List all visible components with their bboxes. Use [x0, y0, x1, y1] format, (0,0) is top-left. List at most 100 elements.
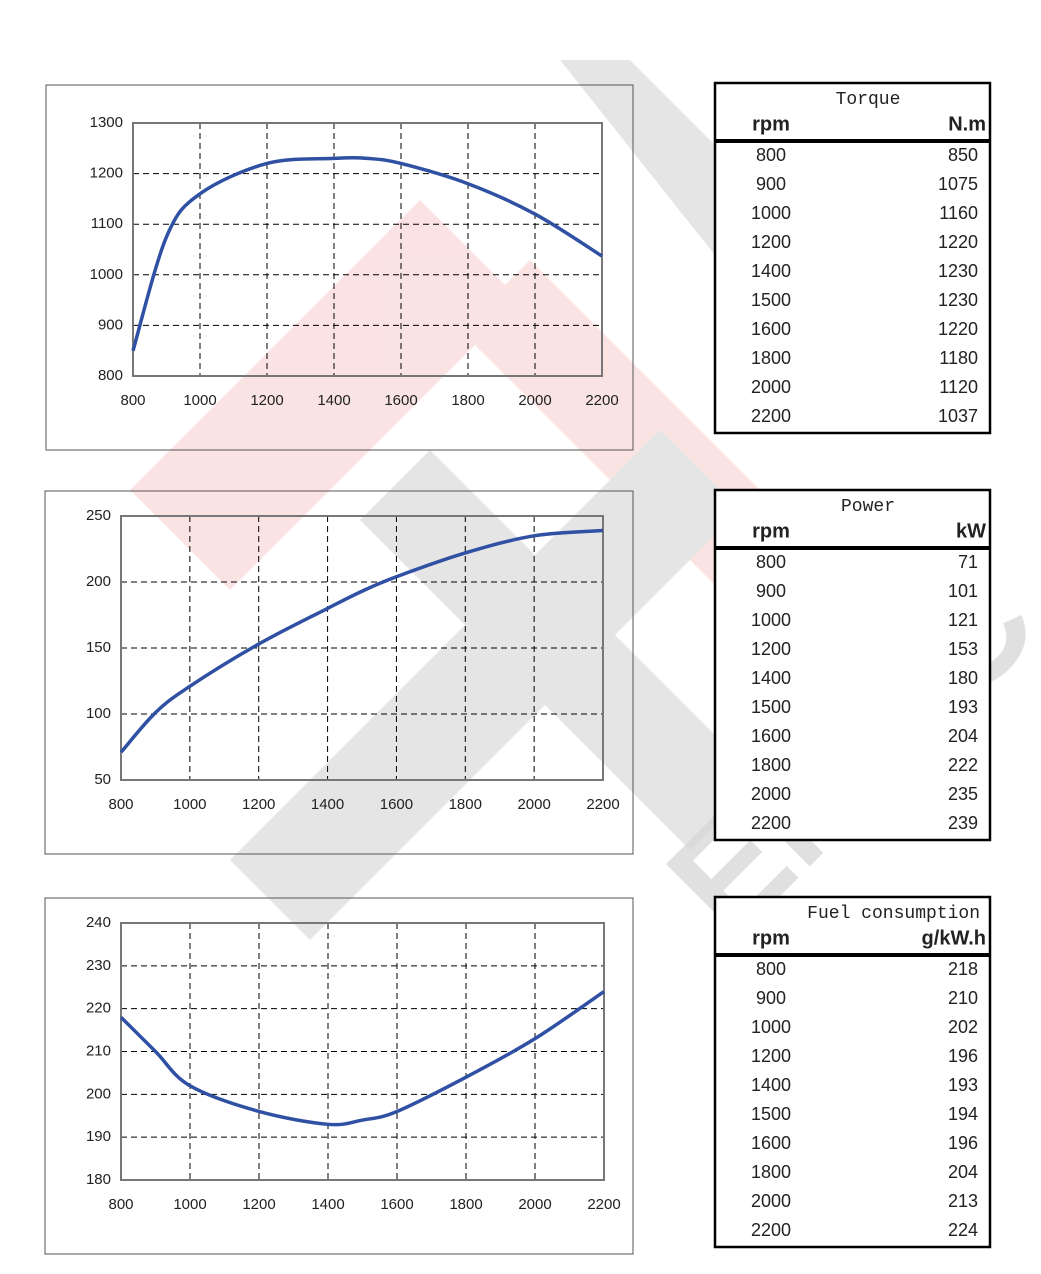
- table-title: Torque: [836, 90, 901, 110]
- table-cell: 235: [948, 784, 978, 804]
- x-tick-label: 1200: [250, 392, 283, 409]
- table-cell: 2000: [751, 784, 791, 804]
- x-tick-label: 800: [108, 796, 133, 813]
- table-cell: 218: [948, 959, 978, 979]
- x-tick-label: 800: [120, 392, 145, 409]
- y-tick-label: 100: [86, 705, 111, 722]
- y-tick-label: 220: [86, 1000, 111, 1017]
- table-cell: 2200: [751, 813, 791, 833]
- table-cell: 239: [948, 813, 978, 833]
- chart-frame: [44, 897, 634, 1255]
- x-tick-label: 1200: [242, 1196, 275, 1213]
- table-cell: 1000: [751, 1017, 791, 1037]
- table-cell: 1200: [751, 639, 791, 659]
- table-cell: 2200: [751, 1220, 791, 1240]
- table-cell: 1120: [939, 377, 978, 397]
- table-cell: 1230: [938, 290, 978, 310]
- table-cell: 1500: [751, 290, 791, 310]
- table-cell: 1400: [751, 261, 791, 281]
- column-header: kW: [956, 520, 986, 542]
- x-tick-label: 800: [108, 1196, 133, 1213]
- y-tick-label: 900: [98, 316, 123, 333]
- watermark-shape: [360, 450, 760, 850]
- x-tick-label: 2000: [517, 796, 550, 813]
- table-cell: 196: [948, 1046, 978, 1066]
- y-tick-label: 250: [86, 507, 111, 524]
- table-cell: 210: [948, 988, 978, 1008]
- table-cell: 213: [948, 1191, 978, 1211]
- table-cell: 850: [948, 145, 978, 165]
- y-tick-label: 180: [86, 1171, 111, 1188]
- table-cell: 1075: [938, 174, 978, 194]
- column-header: g/kW.h: [922, 927, 986, 949]
- plot-area: [120, 922, 605, 1181]
- table-cell: 1600: [751, 1133, 791, 1153]
- table-cell: 1200: [751, 1046, 791, 1066]
- x-tick-label: 1000: [183, 392, 216, 409]
- y-tick-label: 230: [86, 957, 111, 974]
- table-cell: 1500: [751, 697, 791, 717]
- table-cell: 900: [756, 174, 786, 194]
- column-header: rpm: [752, 927, 790, 949]
- y-tick-label: 1000: [90, 266, 123, 283]
- table-title: Fuel consumption: [807, 904, 980, 924]
- chart-frame: [45, 84, 634, 451]
- table-cell: 202: [948, 1017, 978, 1037]
- table-title: Power: [841, 497, 895, 517]
- table-cell: 1000: [751, 610, 791, 630]
- x-tick-label: 1600: [380, 796, 413, 813]
- table-cell: 193: [948, 1075, 978, 1095]
- plot-area: [132, 122, 603, 377]
- table-cell: 2000: [751, 1191, 791, 1211]
- x-tick-label: 1800: [449, 1196, 482, 1213]
- table-cell: 204: [948, 726, 978, 746]
- table-cell: 2200: [751, 406, 791, 426]
- table-cell: 1160: [939, 203, 978, 223]
- table-cell: 1220: [938, 232, 978, 252]
- table-cell: 1600: [751, 726, 791, 746]
- column-header: rpm: [752, 520, 790, 542]
- table-cell: 71: [958, 552, 978, 572]
- x-tick-label: 2200: [587, 1196, 620, 1213]
- table-cell: 900: [756, 988, 786, 1008]
- table-cell: 1500: [751, 1104, 791, 1124]
- x-tick-label: 1000: [173, 1196, 206, 1213]
- table-cell: 1037: [938, 406, 978, 426]
- table-cell: 180: [948, 668, 978, 688]
- table-cell: 193: [948, 697, 978, 717]
- x-tick-label: 1000: [173, 796, 206, 813]
- x-tick-label: 2000: [518, 392, 551, 409]
- column-header: N.m: [948, 113, 986, 135]
- table-cell: 800: [756, 959, 786, 979]
- table-cell: 1220: [938, 319, 978, 339]
- plot-area: [120, 515, 604, 781]
- table-cell: 121: [948, 610, 978, 630]
- table-cell: 900: [756, 581, 786, 601]
- x-tick-label: 1800: [451, 392, 484, 409]
- curve: [119, 528, 604, 754]
- x-tick-label: 1600: [384, 392, 417, 409]
- table-cell: 196: [948, 1133, 978, 1153]
- table-cell: 1000: [751, 203, 791, 223]
- y-tick-label: 200: [86, 573, 111, 590]
- table-cell: 1180: [939, 348, 978, 368]
- column-header: rpm: [752, 113, 790, 135]
- y-tick-label: 50: [94, 771, 111, 788]
- table-cell: 1800: [751, 1162, 791, 1182]
- table-cell: 204: [948, 1162, 978, 1182]
- y-tick-label: 1300: [90, 114, 123, 131]
- y-tick-label: 240: [86, 914, 111, 931]
- table-cell: 2000: [751, 377, 791, 397]
- table-cell: 1400: [751, 668, 791, 688]
- chart-frame: [44, 490, 634, 855]
- y-tick-label: 210: [86, 1042, 111, 1059]
- x-tick-label: 1400: [317, 392, 350, 409]
- y-tick-label: 150: [86, 639, 111, 656]
- x-tick-label: 1400: [311, 1196, 344, 1213]
- table-cell: 1800: [751, 348, 791, 368]
- curve: [119, 990, 605, 1127]
- table-cell: 800: [756, 145, 786, 165]
- x-tick-label: 2000: [518, 1196, 551, 1213]
- table-cell: 194: [948, 1104, 978, 1124]
